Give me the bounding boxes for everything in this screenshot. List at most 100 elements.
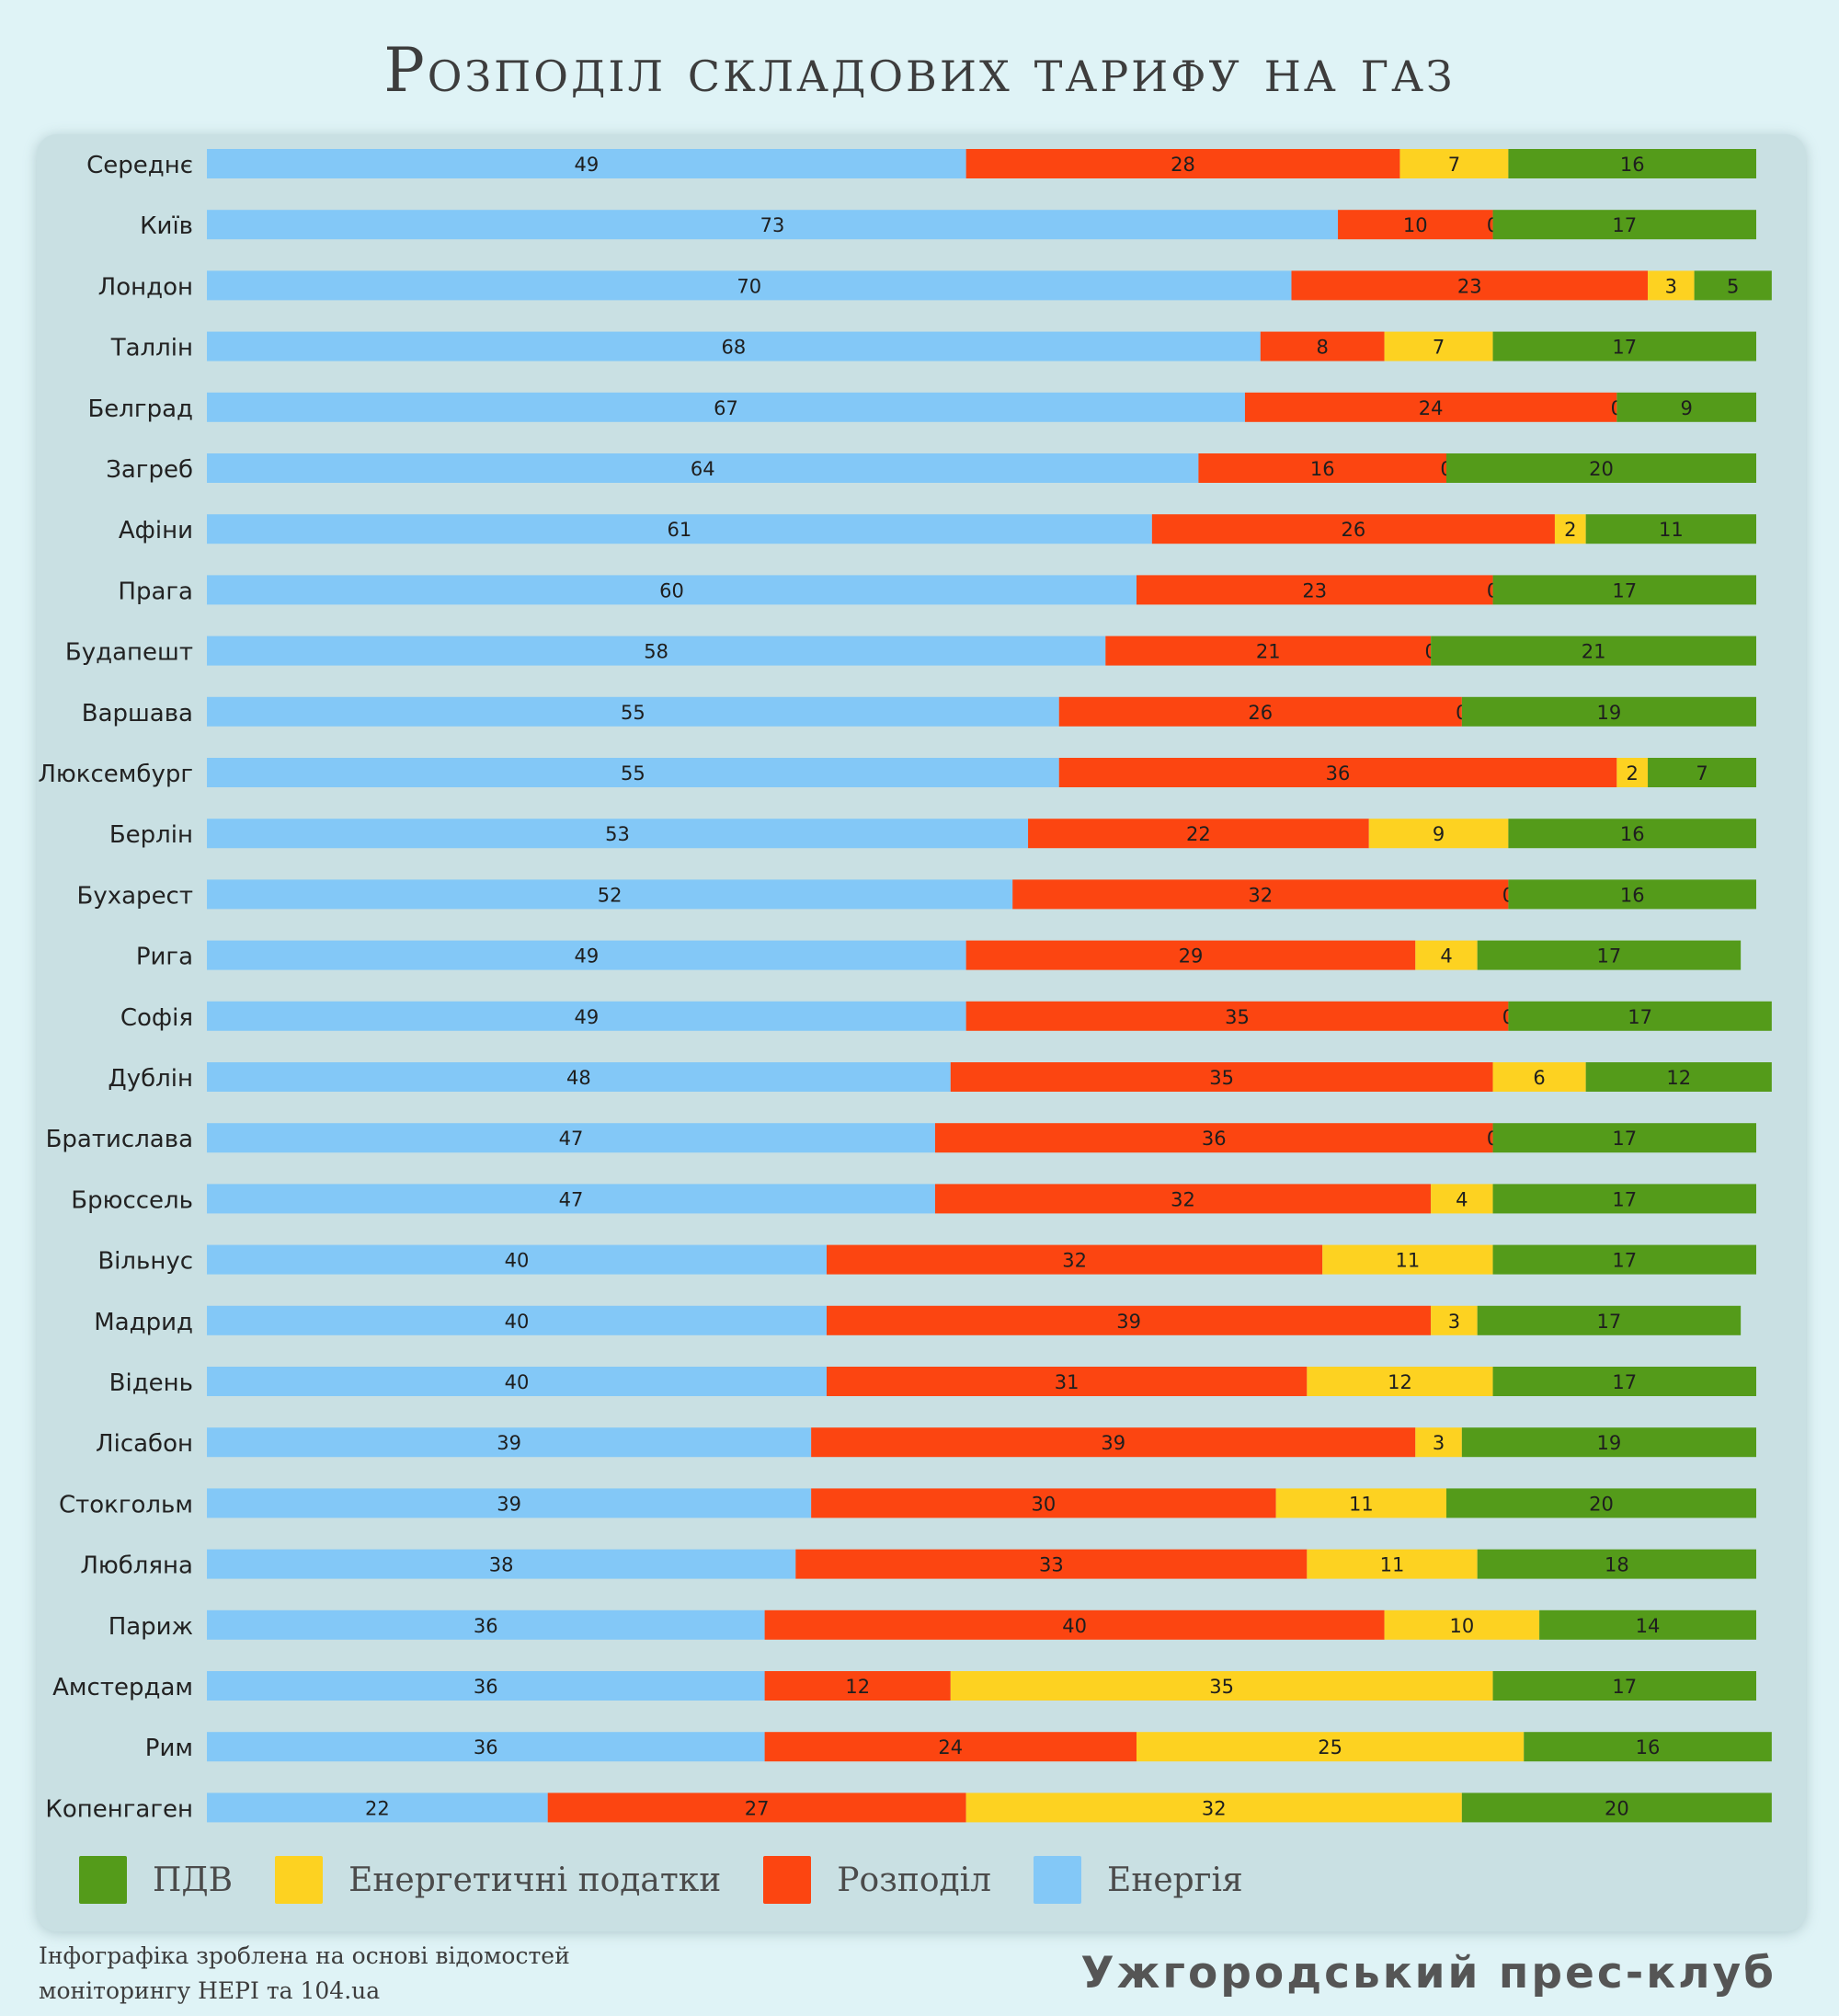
bar-segment [207,1488,812,1518]
legend-swatch [763,1856,812,1904]
category-label: Амстердам [52,1674,193,1701]
category-label: Дублін [108,1065,193,1093]
bar-segment [207,819,1029,849]
data-label: 3 [1433,1432,1445,1454]
bar-segment [207,1184,935,1214]
data-label: 47 [559,1128,584,1150]
bar-segment [1260,331,1385,361]
bar-segment [207,879,1013,910]
bar-segment [1461,1427,1756,1458]
bar-segment [1648,270,1695,301]
legend-label: Розподіл [837,1861,992,1899]
bar-segment [1694,270,1772,301]
data-label: 36 [474,1676,498,1698]
bar-segment [1399,149,1509,178]
data-label: 7 [1448,154,1460,176]
bar-segment [1492,1184,1756,1214]
data-label: 7 [1696,762,1708,785]
category-label: Будапешт [65,639,193,667]
bar-segment [207,453,1199,483]
data-label: 40 [505,1311,530,1333]
data-label: 16 [1620,884,1645,906]
data-label: 33 [1039,1554,1064,1576]
bar-segment [1508,819,1756,849]
data-label: 36 [474,1615,498,1637]
bar-segment [1384,1609,1540,1640]
bar-segment [1477,1549,1756,1579]
bar-segment [1322,1244,1493,1275]
data-label: 32 [1248,884,1273,906]
bar-segment [827,1367,1308,1396]
category-label: Вільнус [97,1248,193,1276]
data-label: 9 [1433,823,1445,845]
data-label: 2 [1564,519,1576,541]
data-label: 14 [1636,1615,1661,1637]
bar-segment [1384,331,1493,361]
bar-segment [207,210,1339,240]
bar-segment [1431,636,1756,666]
bar-segment [1492,1062,1586,1092]
bar-segment [1492,1367,1756,1396]
brand-name: Ужгородський прес-клуб [1080,1948,1776,1999]
bar-segment [1492,1244,1756,1275]
bar-segment [207,1671,765,1701]
bar-segment [207,758,1059,787]
data-label: 16 [1310,458,1335,480]
data-label: 40 [505,1250,530,1272]
bar-segment [950,1062,1493,1092]
data-label: 28 [1171,154,1195,176]
bar-segment [764,1732,1137,1762]
source-line-1: Інфографіка зроблена на основі відомосте… [39,1942,570,1969]
data-label: 21 [1582,641,1606,663]
data-label: 17 [1612,579,1637,601]
data-label: 20 [1589,458,1614,480]
bar-segment [1508,1001,1772,1031]
bar-segment [1461,1793,1772,1823]
data-label: 47 [559,1188,584,1210]
category-label: Софія [120,1004,193,1032]
data-label: 7 [1433,337,1445,359]
bar-segment [1415,1427,1462,1458]
bar-segment [207,1427,812,1458]
data-label: 3 [1665,275,1677,297]
legend-item: Розподіл [763,1856,991,1904]
data-label: 25 [1318,1736,1342,1758]
data-label: 17 [1628,1006,1652,1028]
category-label: Белград [87,395,193,423]
legend-label: Енергетичні податки [348,1861,722,1899]
data-label: 55 [621,762,645,785]
category-label: Прага [118,578,193,605]
bar-segment [1461,696,1756,727]
data-label: 36 [474,1736,498,1758]
source-note: Інфографіка зроблена на основі відомосте… [39,1939,570,2009]
data-label: 12 [1666,1067,1691,1089]
data-label: 5 [1727,275,1739,297]
category-label: Стокгольм [59,1491,193,1518]
data-label: 73 [760,214,785,236]
bar-segment [1368,819,1509,849]
bar-segment [1539,1609,1756,1640]
data-label: 26 [1342,519,1366,541]
category-label: Брюссель [71,1186,193,1214]
data-label: 26 [1248,702,1273,724]
data-label: 40 [505,1371,530,1393]
bar-segment [1105,636,1432,666]
bar-segment [207,1732,765,1762]
data-label: 35 [1209,1676,1234,1698]
bar-segment [1477,1305,1742,1335]
category-label: Загреб [106,456,193,484]
data-label: 30 [1032,1493,1057,1515]
bar-segment [934,1184,1432,1214]
bar-segment [1446,1488,1756,1518]
bar-segment [1338,210,1493,240]
data-label: 2 [1627,762,1639,785]
bar-segment [965,1793,1462,1823]
data-label: 16 [1620,823,1645,845]
bar-segment [1415,940,1478,970]
data-label: 27 [745,1797,770,1819]
legend: ПДВ Енергетичні податки Розподіл Енергія [79,1854,1285,1906]
data-label: 22 [1186,823,1211,845]
bar-segment [207,514,1152,544]
bar-segment [811,1427,1416,1458]
